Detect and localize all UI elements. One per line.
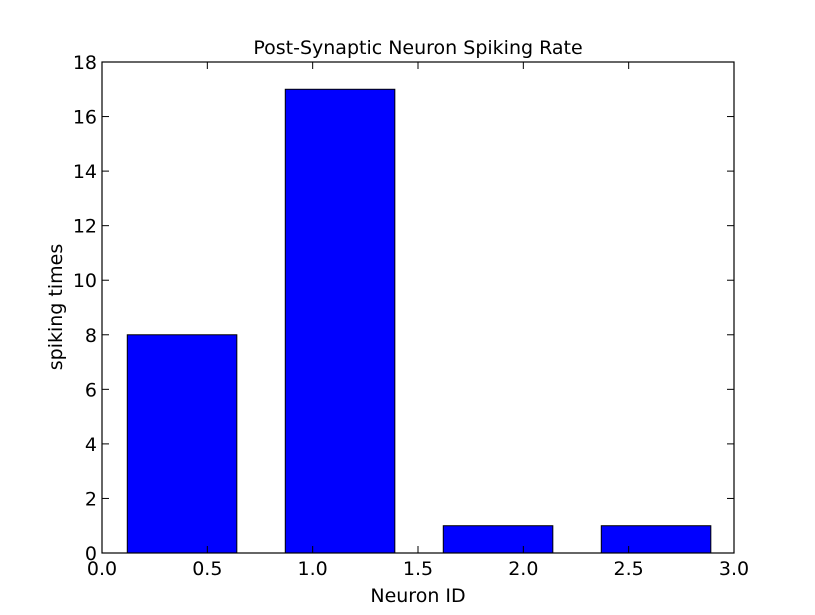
x-tick-label-0: 0.0	[87, 558, 117, 580]
bars-group	[126, 88, 712, 554]
x-tick-label-4: 2.0	[508, 558, 538, 580]
y-tick-label-5: 10	[73, 270, 97, 292]
y-tick-label-8: 16	[73, 107, 97, 129]
x-tick-label-1: 0.5	[192, 558, 222, 580]
x-tick-label-5: 2.5	[614, 558, 644, 580]
x-tick-label-3: 1.5	[403, 558, 433, 580]
bar-0	[126, 334, 238, 554]
bar-2	[442, 525, 554, 554]
y-tick-label-2: 4	[85, 434, 97, 456]
x-tick-label-2: 1.0	[298, 558, 328, 580]
chart-title: Post-Synaptic Neuron Spiking Rate	[253, 37, 582, 59]
ticks-group: 0.0 0.5 1.0 1.5 2.0 2.5 3.0 0 2 4 6 8 10 12 14 16 18	[73, 52, 749, 580]
y-tick-label-3: 6	[85, 379, 97, 401]
y-tick-label-6: 12	[73, 216, 97, 238]
x-tick-label-6: 3.0	[719, 558, 749, 580]
y-tick-label-1: 2	[85, 488, 97, 510]
y-tick-label-0: 0	[85, 543, 97, 565]
x-axis-label: Neuron ID	[370, 585, 465, 607]
bar-3	[600, 525, 712, 554]
bar-1	[284, 88, 396, 554]
y-tick-label-7: 14	[73, 161, 97, 183]
y-tick-label-9: 18	[73, 52, 97, 74]
y-axis-label: spiking times	[45, 244, 67, 371]
y-tick-label-4: 8	[85, 325, 97, 347]
